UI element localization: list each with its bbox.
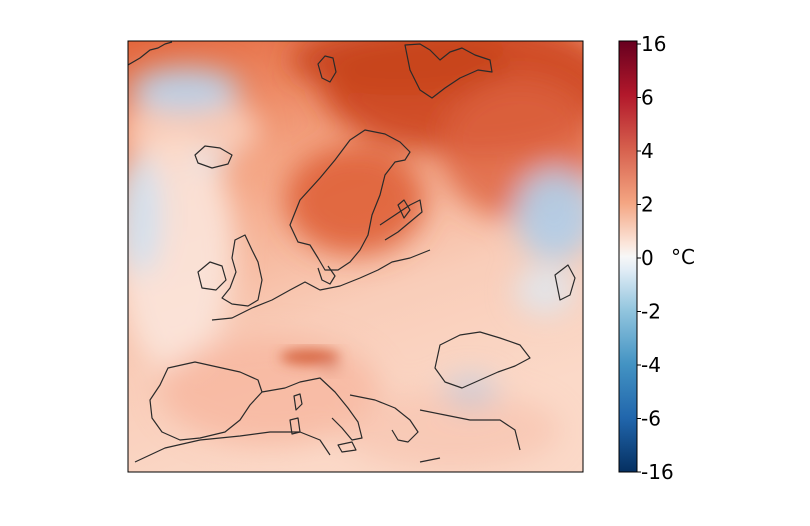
colorbar-tick-label: 16 (641, 32, 666, 56)
colorbar-unit-label: °C (671, 245, 695, 269)
colorbar: 16 6 4 2 0 -2 -4 -6 -16 °C (618, 32, 695, 484)
map-frame (127, 40, 584, 473)
coastlines (128, 41, 576, 463)
colorbar-tick-label: -6 (641, 407, 661, 431)
colorbar-tick-label: -16 (641, 460, 674, 484)
colorbar-tick-label: 2 (641, 193, 654, 217)
anomaly-shading (128, 41, 583, 470)
colorbar-gradient (618, 40, 638, 473)
colorbar-tick-label: 4 (641, 139, 654, 163)
colorbar-tick-label: -4 (641, 353, 661, 377)
colorbar-tick-label: 0 (641, 246, 654, 270)
colorbar-tick-label: -2 (641, 300, 661, 324)
colorbar-tick-label: 6 (641, 86, 654, 110)
alps-detail (280, 349, 342, 374)
map-field (128, 41, 583, 472)
colorbar-ticks: 16 6 4 2 0 -2 -4 -6 -16 (637, 32, 674, 484)
